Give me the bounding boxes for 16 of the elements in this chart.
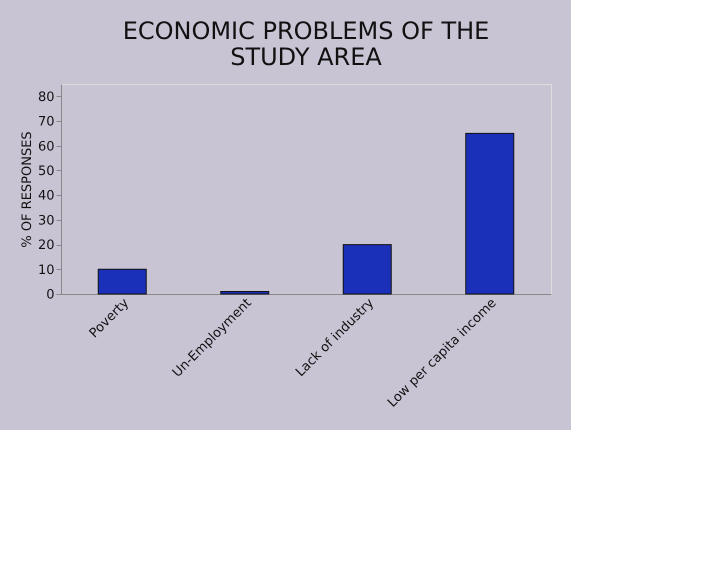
- y-tick-label: 70: [38, 114, 54, 130]
- y-axis-title: % OF RESPONSES: [20, 131, 35, 248]
- y-tick-label: 20: [38, 238, 54, 254]
- bar: [465, 132, 514, 294]
- bar: [220, 291, 270, 294]
- text: STUDY AREA: [230, 43, 382, 71]
- bar: [342, 244, 392, 294]
- y-tick-label: 60: [38, 139, 54, 154]
- y-tick-label: 80: [38, 90, 54, 105]
- y-tick-label: 30: [38, 213, 54, 228]
- text: ECONOMIC PROBLEMS OF THE: [122, 17, 490, 45]
- y-tick-label: 40: [38, 188, 54, 204]
- y-tick-label: 10: [38, 262, 54, 278]
- y-tick-label: 50: [38, 164, 54, 179]
- y-tick-label: 0: [46, 288, 54, 302]
- bar: [98, 268, 147, 294]
